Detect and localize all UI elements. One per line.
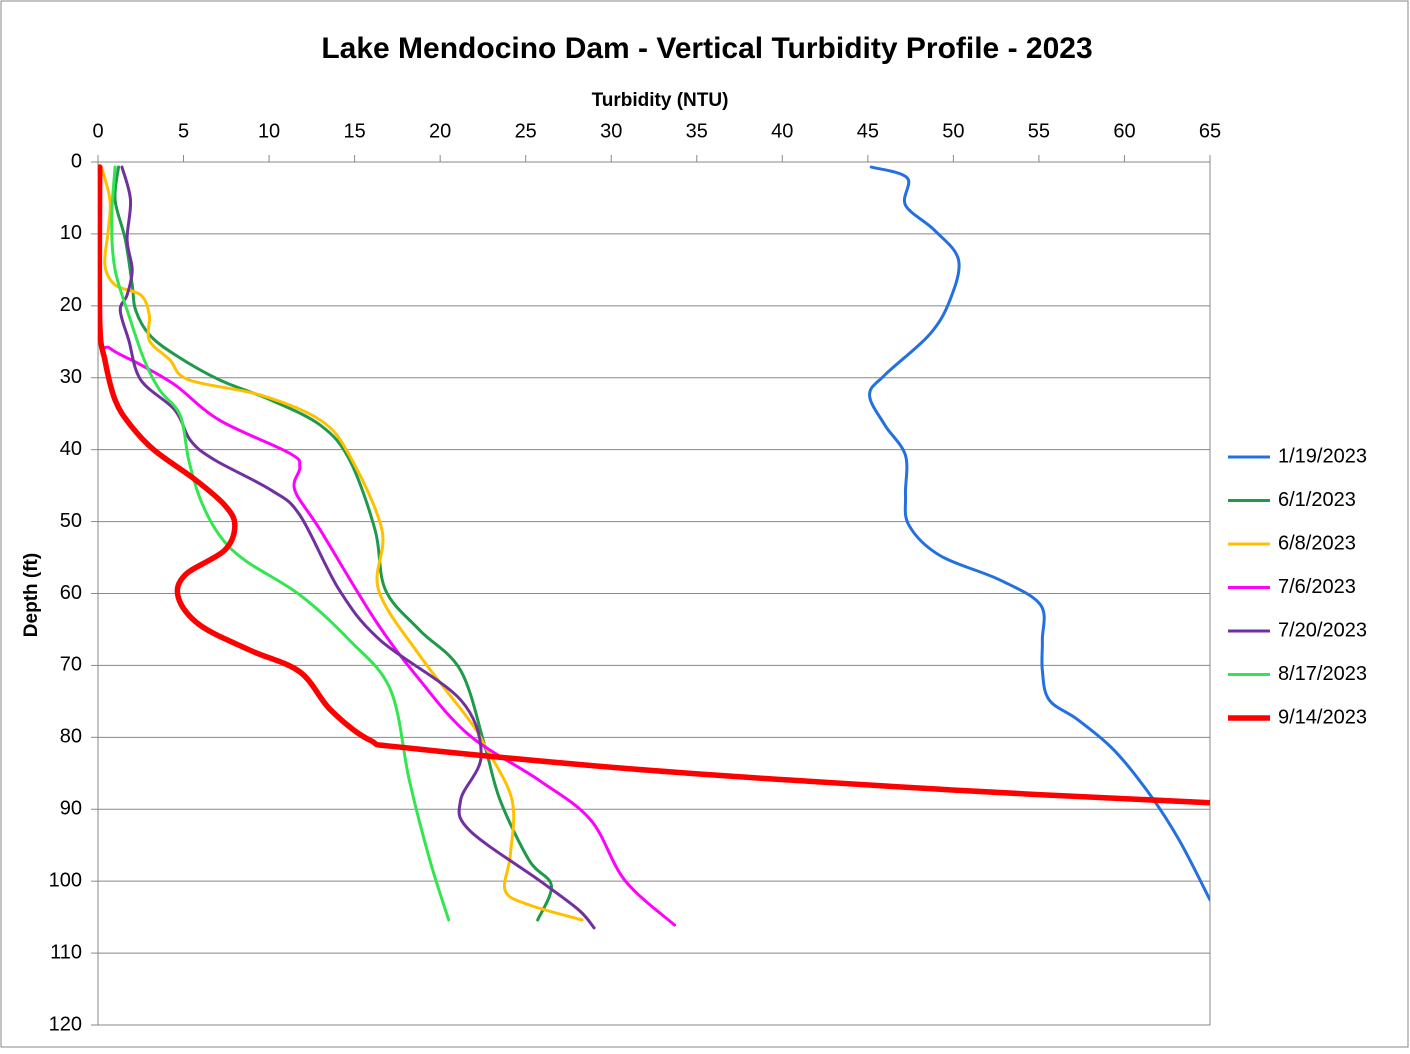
legend-label: 7/6/2023 xyxy=(1278,576,1356,598)
y-tick-label: 90 xyxy=(60,798,82,820)
x-tick-label: 0 xyxy=(92,120,103,142)
series-line xyxy=(110,165,451,922)
legend-label: 9/14/2023 xyxy=(1278,706,1367,728)
x-tick-label: 10 xyxy=(258,120,280,142)
y-tick-label: 110 xyxy=(50,941,82,963)
y-tick-label: 80 xyxy=(60,726,82,748)
series-line xyxy=(113,165,553,922)
x-tick-label: 50 xyxy=(942,120,964,142)
y-axis-label: Depth (ft) xyxy=(21,553,42,637)
x-tick-label: 25 xyxy=(515,120,537,142)
x-tick-label: 40 xyxy=(771,120,793,142)
y-tick-label: 40 xyxy=(60,438,82,460)
x-tick-label: 20 xyxy=(429,120,451,142)
legend-label: 6/1/2023 xyxy=(1278,489,1356,511)
x-tick-label: 30 xyxy=(600,120,622,142)
legend-label: 1/19/2023 xyxy=(1278,445,1367,467)
series-line xyxy=(98,165,677,927)
series-line xyxy=(118,165,596,930)
x-tick-label: 55 xyxy=(1028,120,1050,142)
legend-label: 8/17/2023 xyxy=(1278,663,1367,685)
y-tick-label: 50 xyxy=(60,510,82,532)
x-tick-label: 5 xyxy=(178,120,189,142)
y-tick-label: 120 xyxy=(49,1013,82,1035)
y-tick-label: 10 xyxy=(60,222,82,244)
x-tick-label: 65 xyxy=(1199,120,1221,142)
y-tick-label: 0 xyxy=(71,150,82,172)
y-tick-label: 60 xyxy=(60,582,82,604)
x-axis-label: Turbidity (NTU) xyxy=(592,90,729,111)
x-tick-label: 45 xyxy=(857,120,879,142)
legend-label: 6/8/2023 xyxy=(1278,532,1356,554)
chart-title: Lake Mendocino Dam - Vertical Turbidity … xyxy=(321,32,1092,65)
y-tick-label: 100 xyxy=(49,869,82,891)
series-line xyxy=(98,164,1210,806)
x-tick-label: 15 xyxy=(343,120,365,142)
legend-label: 7/20/2023 xyxy=(1278,619,1367,641)
x-tick-label: 60 xyxy=(1113,120,1135,142)
y-tick-label: 20 xyxy=(60,294,82,316)
series-line xyxy=(99,165,584,922)
y-tick-label: 70 xyxy=(60,654,82,676)
x-tick-label: 35 xyxy=(686,120,708,142)
y-tick-label: 30 xyxy=(60,366,82,388)
series-line xyxy=(868,165,1210,902)
